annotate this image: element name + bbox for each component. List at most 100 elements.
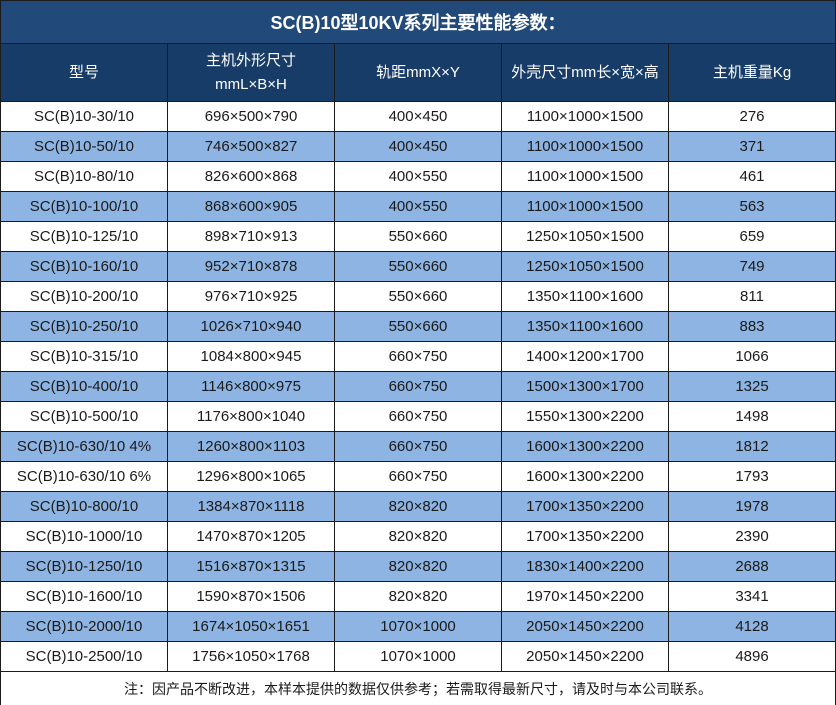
table-row: SC(B)10-2500/10 1756×1050×1768 1070×1000 20… (0, 641, 836, 672)
table-cell: 2688 (668, 551, 836, 582)
table-row: SC(B)10-1600/10 1590×870×1506 820×820 1970×… (0, 581, 836, 612)
table-cell: SC(B)10-30/10 (0, 101, 168, 132)
table-cell: SC(B)10-1250/10 (0, 551, 168, 582)
column-header-main-dimensions-sublabel: mmL×B×H (215, 75, 287, 93)
table-cell: 660×750 (334, 401, 502, 432)
table-cell: 400×550 (334, 191, 502, 222)
table-cell: 883 (668, 311, 836, 342)
table-cell: 2390 (668, 521, 836, 552)
table-cell: 1176×800×1040 (167, 401, 335, 432)
table-row: SC(B)10-630/10 6% 1296×800×1065 660×750 160… (0, 461, 836, 492)
page-title: SC(B)10型10KV系列主要性能参数： (0, 0, 836, 43)
table-row: SC(B)10-250/10 1026×710×940 550×660 1350×11… (0, 311, 836, 342)
table-cell: 371 (668, 131, 836, 162)
table-cell: 550×660 (334, 311, 502, 342)
table-row: SC(B)10-160/10 952×710×878 550×660 1250×105… (0, 251, 836, 282)
table-cell: 4896 (668, 641, 836, 672)
column-header-main-dimensions: 主机外形尺寸 mmL×B×H (167, 43, 335, 102)
table-cell: 1100×1000×1500 (501, 131, 669, 162)
table-cell: 660×750 (334, 371, 502, 402)
table-cell: 1325 (668, 371, 836, 402)
table-cell: SC(B)10-315/10 (0, 341, 168, 372)
table-cell: SC(B)10-80/10 (0, 161, 168, 192)
table-cell: 1498 (668, 401, 836, 432)
table-cell: 746×500×827 (167, 131, 335, 162)
table-row: SC(B)10-125/10 898×710×913 550×660 1250×105… (0, 221, 836, 252)
table-cell: 400×550 (334, 161, 502, 192)
table-cell: 952×710×878 (167, 251, 335, 282)
table-cell: 1350×1100×1600 (501, 311, 669, 342)
table-row: SC(B)10-1250/10 1516×870×1315 820×820 1830×… (0, 551, 836, 582)
table-cell: 563 (668, 191, 836, 222)
table-cell: 1674×1050×1651 (167, 611, 335, 642)
table-cell: 1500×1300×1700 (501, 371, 669, 402)
table-cell: 1812 (668, 431, 836, 462)
table-cell: SC(B)10-2500/10 (0, 641, 168, 672)
table-cell: 1830×1400×2200 (501, 551, 669, 582)
table-cell: 3341 (668, 581, 836, 612)
table-cell: 1600×1300×2200 (501, 461, 669, 492)
table-cell: 400×450 (334, 131, 502, 162)
table-cell: 868×600×905 (167, 191, 335, 222)
table-cell: 2050×1450×2200 (501, 611, 669, 642)
table-row: SC(B)10-315/10 1084×800×945 660×750 1400×12… (0, 341, 836, 372)
table-cell: 4128 (668, 611, 836, 642)
table-row: SC(B)10-500/10 1176×800×1040 660×750 1550×1… (0, 401, 836, 432)
table-cell: 1100×1000×1500 (501, 191, 669, 222)
table-cell: 696×500×790 (167, 101, 335, 132)
table-cell: 1146×800×975 (167, 371, 335, 402)
table-cell: SC(B)10-500/10 (0, 401, 168, 432)
table-cell: 1066 (668, 341, 836, 372)
table-cell: SC(B)10-1000/10 (0, 521, 168, 552)
table-cell: 550×660 (334, 281, 502, 312)
table-cell: 659 (668, 221, 836, 252)
table-cell: 820×820 (334, 581, 502, 612)
table-header: 型号 主机外形尺寸 mmL×B×H 轨距mmX×Y 外壳尺寸mm长×宽×高 主机… (0, 43, 836, 102)
table-cell: 1756×1050×1768 (167, 641, 335, 672)
table-cell: 1084×800×945 (167, 341, 335, 372)
table-cell: 1600×1300×2200 (501, 431, 669, 462)
table-cell: SC(B)10-160/10 (0, 251, 168, 282)
table-row: SC(B)10-50/10 746×500×827 400×450 1100×1000… (0, 131, 836, 162)
table-row: SC(B)10-200/10 976×710×925 550×660 1350×110… (0, 281, 836, 312)
table-cell: 820×820 (334, 521, 502, 552)
table-cell: SC(B)10-125/10 (0, 221, 168, 252)
table-cell: SC(B)10-2000/10 (0, 611, 168, 642)
table-cell: 660×750 (334, 431, 502, 462)
table-row: SC(B)10-1000/10 1470×870×1205 820×820 1700×… (0, 521, 836, 552)
table-row: SC(B)10-2000/10 1674×1050×1651 1070×1000 20… (0, 611, 836, 642)
table-cell: 976×710×925 (167, 281, 335, 312)
table-cell: 1296×800×1065 (167, 461, 335, 492)
table-row: SC(B)10-400/10 1146×800×975 660×750 1500×13… (0, 371, 836, 402)
table-cell: 820×820 (334, 551, 502, 582)
table-cell: 1250×1050×1500 (501, 221, 669, 252)
table-cell: SC(B)10-50/10 (0, 131, 168, 162)
table-cell: 1470×870×1205 (167, 521, 335, 552)
spec-table: 型号 主机外形尺寸 mmL×B×H 轨距mmX×Y 外壳尺寸mm长×宽×高 主机… (0, 43, 836, 672)
table-row: SC(B)10-800/10 1384×870×1118 820×820 1700×1… (0, 491, 836, 522)
table-row: SC(B)10-80/10 826×600×868 400×550 1100×1000… (0, 161, 836, 192)
column-header-main-dimensions-label: 主机外形尺寸 (205, 51, 296, 69)
table-cell: 276 (668, 101, 836, 132)
table-cell: 1793 (668, 461, 836, 492)
table-cell: 1260×800×1103 (167, 431, 335, 462)
table-cell: 660×750 (334, 461, 502, 492)
table-cell: 1400×1200×1700 (501, 341, 669, 372)
table-cell: 1516×870×1315 (167, 551, 335, 582)
table-cell: 1350×1100×1600 (501, 281, 669, 312)
table-cell: 1978 (668, 491, 836, 522)
table-cell: 811 (668, 281, 836, 312)
table-cell: 1384×870×1118 (167, 491, 335, 522)
table-cell: 660×750 (334, 341, 502, 372)
footer-note: 注：因产品不断改进，本样本提供的数据仅供参考；若需取得最新尺寸，请及时与本公司联… (0, 672, 836, 705)
table-cell: 461 (668, 161, 836, 192)
table-cell: 550×660 (334, 251, 502, 282)
table-cell: 826×600×868 (167, 161, 335, 192)
table-cell: SC(B)10-1600/10 (0, 581, 168, 612)
table-cell: 1070×1000 (334, 611, 502, 642)
table-cell: 1550×1300×2200 (501, 401, 669, 432)
table-cell: SC(B)10-630/10 4% (0, 431, 168, 462)
table-cell: 749 (668, 251, 836, 282)
table-row: SC(B)10-30/10 696×500×790 400×450 1100×1000… (0, 101, 836, 132)
